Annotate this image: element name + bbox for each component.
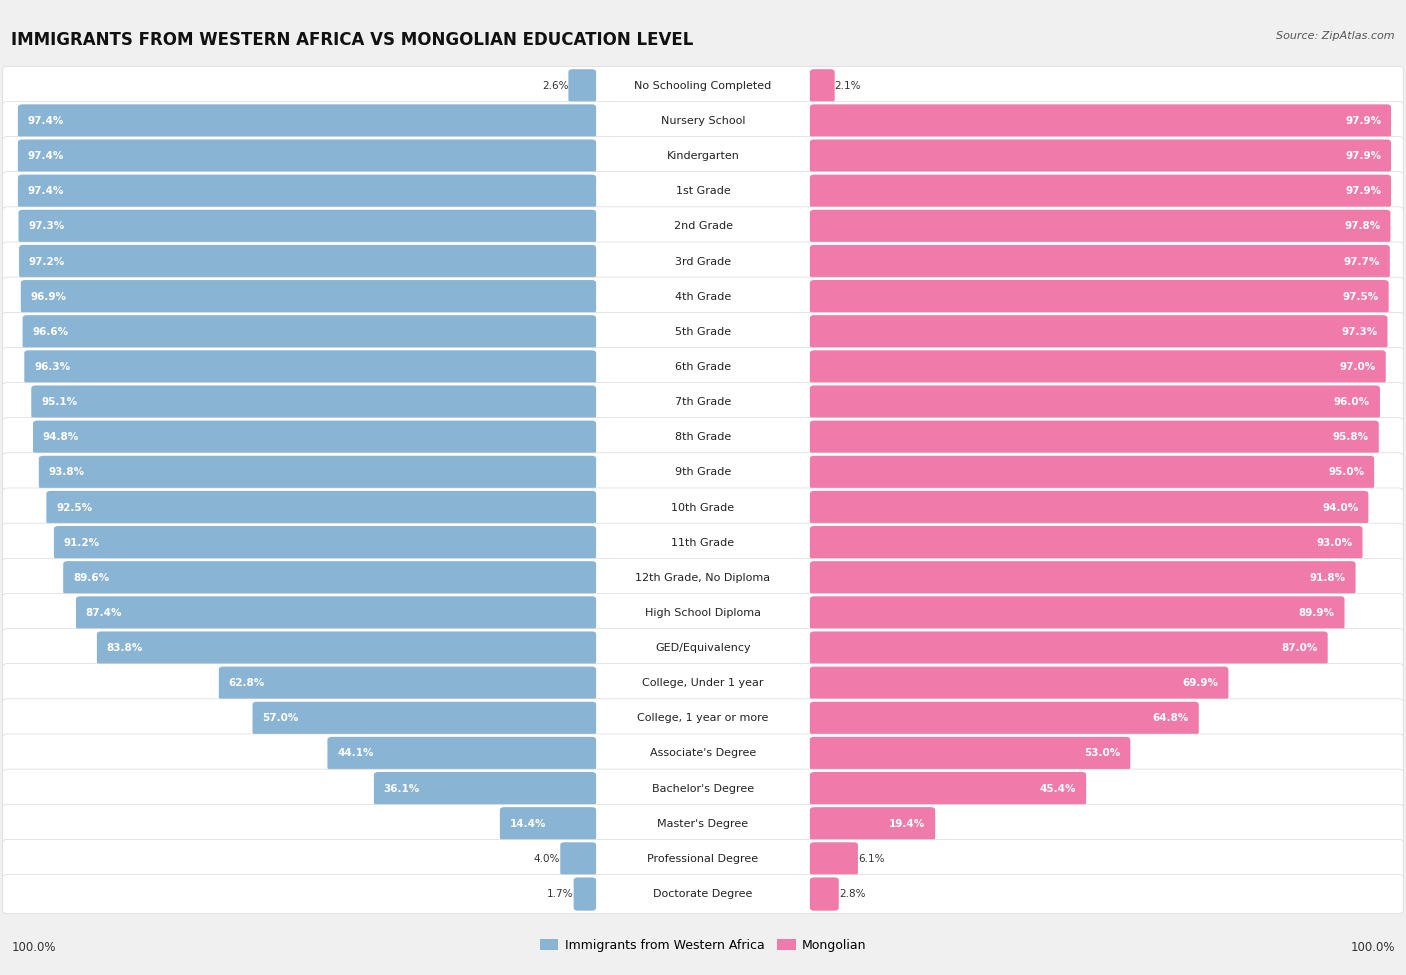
- Text: 95.0%: 95.0%: [1329, 467, 1364, 478]
- Text: Bachelor's Degree: Bachelor's Degree: [652, 784, 754, 794]
- Text: 19.4%: 19.4%: [889, 819, 925, 829]
- Text: IMMIGRANTS FROM WESTERN AFRICA VS MONGOLIAN EDUCATION LEVEL: IMMIGRANTS FROM WESTERN AFRICA VS MONGOL…: [11, 31, 693, 49]
- Text: 95.1%: 95.1%: [41, 397, 77, 408]
- Text: 87.4%: 87.4%: [86, 608, 122, 618]
- Text: 100.0%: 100.0%: [11, 941, 56, 954]
- Text: 93.0%: 93.0%: [1316, 537, 1353, 548]
- Text: 89.9%: 89.9%: [1299, 608, 1334, 618]
- Text: 92.5%: 92.5%: [56, 502, 93, 513]
- Text: High School Diploma: High School Diploma: [645, 608, 761, 618]
- Text: 97.3%: 97.3%: [1341, 327, 1378, 336]
- Text: 2.1%: 2.1%: [835, 81, 862, 91]
- Text: 6.1%: 6.1%: [858, 854, 884, 864]
- Text: Doctorate Degree: Doctorate Degree: [654, 889, 752, 899]
- Text: 62.8%: 62.8%: [229, 679, 264, 688]
- Text: 97.4%: 97.4%: [28, 116, 65, 126]
- Text: 97.9%: 97.9%: [1346, 151, 1381, 161]
- Text: 96.6%: 96.6%: [32, 327, 69, 336]
- Text: 8th Grade: 8th Grade: [675, 432, 731, 443]
- Text: 96.3%: 96.3%: [34, 362, 70, 371]
- Text: 97.4%: 97.4%: [28, 151, 65, 161]
- Text: Source: ZipAtlas.com: Source: ZipAtlas.com: [1277, 31, 1395, 41]
- Text: 97.3%: 97.3%: [28, 221, 65, 231]
- Text: Nursery School: Nursery School: [661, 116, 745, 126]
- Text: 1.7%: 1.7%: [547, 889, 574, 899]
- Text: 94.0%: 94.0%: [1322, 502, 1358, 513]
- Text: No Schooling Completed: No Schooling Completed: [634, 81, 772, 91]
- Text: 97.2%: 97.2%: [30, 256, 65, 266]
- Text: 95.8%: 95.8%: [1333, 432, 1369, 443]
- Text: 97.0%: 97.0%: [1340, 362, 1376, 371]
- Text: 97.5%: 97.5%: [1343, 292, 1379, 301]
- Text: 96.9%: 96.9%: [31, 292, 66, 301]
- Text: 5th Grade: 5th Grade: [675, 327, 731, 336]
- Text: 12th Grade, No Diploma: 12th Grade, No Diploma: [636, 572, 770, 583]
- Text: 2nd Grade: 2nd Grade: [673, 221, 733, 231]
- Text: 96.0%: 96.0%: [1334, 397, 1369, 408]
- Text: 10th Grade: 10th Grade: [672, 502, 734, 513]
- Text: 97.8%: 97.8%: [1344, 221, 1381, 231]
- Text: 1st Grade: 1st Grade: [676, 186, 730, 196]
- Text: 4.0%: 4.0%: [534, 854, 560, 864]
- Text: 97.4%: 97.4%: [28, 186, 65, 196]
- Legend: Immigrants from Western Africa, Mongolian: Immigrants from Western Africa, Mongolia…: [534, 934, 872, 957]
- Text: 89.6%: 89.6%: [73, 572, 110, 583]
- Text: 11th Grade: 11th Grade: [672, 537, 734, 548]
- Text: 94.8%: 94.8%: [42, 432, 79, 443]
- Text: 9th Grade: 9th Grade: [675, 467, 731, 478]
- Text: 36.1%: 36.1%: [384, 784, 420, 794]
- Text: 4th Grade: 4th Grade: [675, 292, 731, 301]
- Text: 93.8%: 93.8%: [49, 467, 84, 478]
- Text: 3rd Grade: 3rd Grade: [675, 256, 731, 266]
- Text: 45.4%: 45.4%: [1040, 784, 1077, 794]
- Text: 6th Grade: 6th Grade: [675, 362, 731, 371]
- Text: 7th Grade: 7th Grade: [675, 397, 731, 408]
- Text: 97.9%: 97.9%: [1346, 116, 1381, 126]
- Text: 91.2%: 91.2%: [63, 537, 100, 548]
- Text: 100.0%: 100.0%: [1350, 941, 1395, 954]
- Text: GED/Equivalency: GED/Equivalency: [655, 644, 751, 653]
- Text: 87.0%: 87.0%: [1281, 644, 1317, 653]
- Text: Kindergarten: Kindergarten: [666, 151, 740, 161]
- Text: College, 1 year or more: College, 1 year or more: [637, 714, 769, 723]
- Text: 53.0%: 53.0%: [1084, 749, 1121, 759]
- Text: 91.8%: 91.8%: [1309, 572, 1346, 583]
- Text: 14.4%: 14.4%: [510, 819, 546, 829]
- Text: Master's Degree: Master's Degree: [658, 819, 748, 829]
- Text: Associate's Degree: Associate's Degree: [650, 749, 756, 759]
- Text: 2.6%: 2.6%: [541, 81, 568, 91]
- Text: College, Under 1 year: College, Under 1 year: [643, 679, 763, 688]
- Text: Professional Degree: Professional Degree: [647, 854, 759, 864]
- Text: 69.9%: 69.9%: [1182, 679, 1219, 688]
- Text: 44.1%: 44.1%: [337, 749, 374, 759]
- Text: 97.7%: 97.7%: [1344, 256, 1381, 266]
- Text: 97.9%: 97.9%: [1346, 186, 1381, 196]
- Text: 57.0%: 57.0%: [263, 714, 298, 723]
- Text: 64.8%: 64.8%: [1153, 714, 1189, 723]
- Text: 2.8%: 2.8%: [839, 889, 865, 899]
- Text: 83.8%: 83.8%: [107, 644, 143, 653]
